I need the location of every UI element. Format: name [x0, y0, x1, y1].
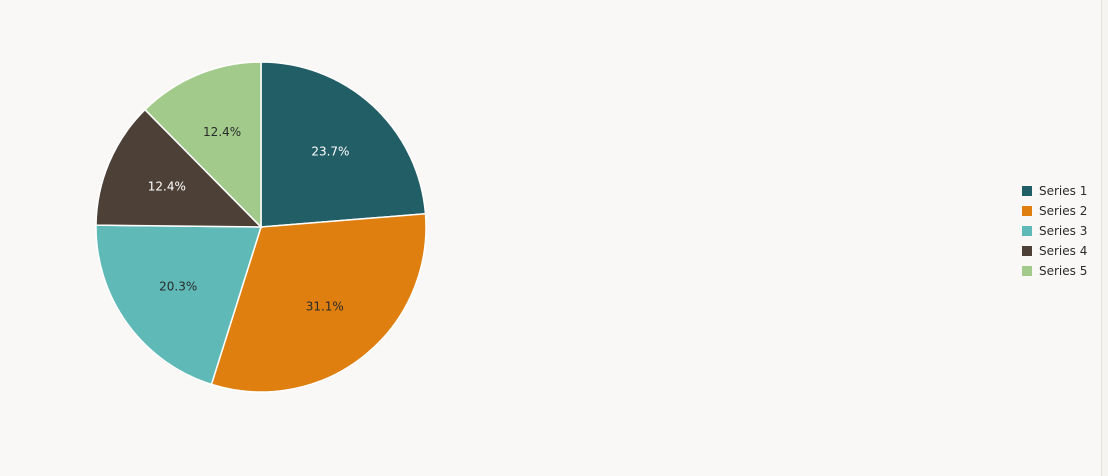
legend-swatch	[1022, 206, 1032, 216]
pie-slice-series-5[interactable]	[143, 61, 262, 229]
legend-label: Series 1	[1039, 184, 1088, 198]
legend-item-series-1[interactable]: Series 1	[1022, 181, 1087, 201]
slice-label-series-2: 31.1%	[306, 299, 344, 313]
slice-label-series-5: 12.4%	[203, 125, 241, 139]
legend-swatch	[1022, 186, 1032, 196]
legend-label: Series 3	[1039, 224, 1088, 238]
pie-slice-series-4[interactable]	[95, 108, 263, 228]
legend-label: Series 2	[1039, 204, 1088, 218]
legend-label: Series 4	[1039, 244, 1088, 258]
pie-slice-series-2[interactable]	[210, 212, 427, 393]
legend-item-series-3[interactable]: Series 3	[1022, 221, 1087, 241]
chart-legend: Series 1 Series 2 Series 3 Series 4 Seri…	[1022, 181, 1087, 281]
legend-swatch	[1022, 246, 1032, 256]
legend-swatch	[1022, 266, 1032, 276]
legend-item-series-5[interactable]: Series 5	[1022, 261, 1087, 281]
pie-slice-series-3[interactable]	[95, 224, 263, 386]
slice-label-series-1: 23.7%	[311, 144, 349, 158]
legend-item-series-2[interactable]: Series 2	[1022, 201, 1087, 221]
legend-item-series-4[interactable]: Series 4	[1022, 241, 1087, 261]
pie-slice-series-1[interactable]	[260, 61, 427, 228]
slice-label-series-4: 12.4%	[148, 180, 186, 194]
scrollbar-edge[interactable]	[1101, 0, 1108, 476]
legend-swatch	[1022, 226, 1032, 236]
legend-label: Series 5	[1039, 264, 1088, 278]
slice-label-series-3: 20.3%	[159, 280, 197, 294]
